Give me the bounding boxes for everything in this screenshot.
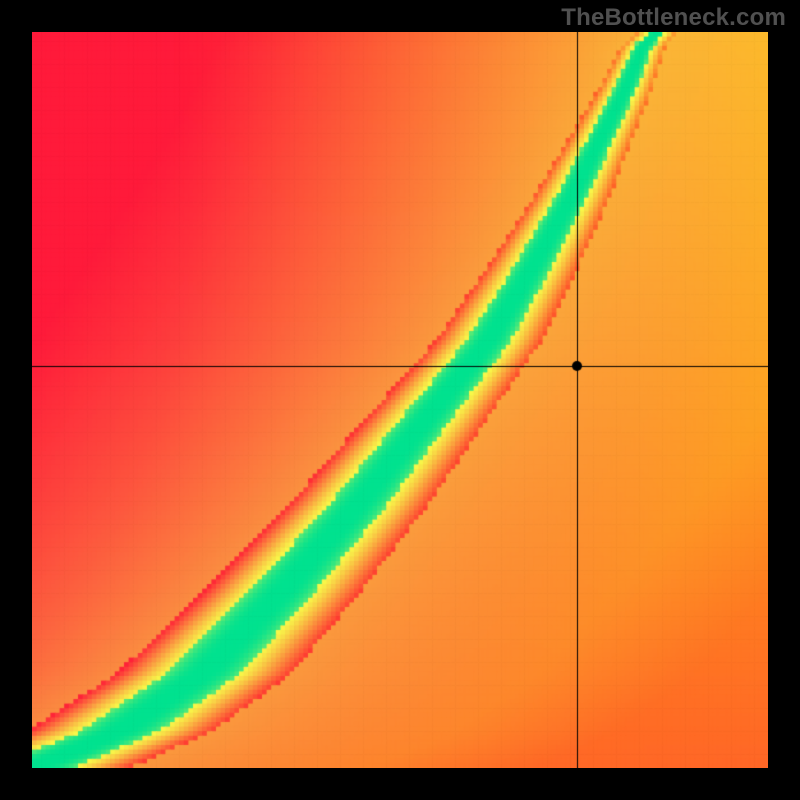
bottleneck-heatmap (32, 32, 768, 768)
watermark-text: TheBottleneck.com (561, 4, 786, 32)
